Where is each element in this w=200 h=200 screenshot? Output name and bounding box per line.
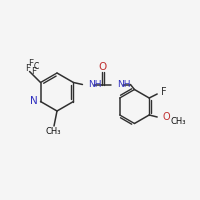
Text: O: O xyxy=(98,62,107,72)
Text: F: F xyxy=(25,64,30,73)
Text: O: O xyxy=(162,112,170,122)
Text: CH₃: CH₃ xyxy=(170,117,186,127)
Text: F: F xyxy=(28,59,33,68)
Text: F: F xyxy=(161,87,167,97)
Text: F: F xyxy=(31,67,36,76)
Text: NH: NH xyxy=(88,80,102,89)
Text: CH₃: CH₃ xyxy=(45,128,61,136)
Text: NH: NH xyxy=(117,80,131,89)
Text: C: C xyxy=(34,62,39,71)
Text: N: N xyxy=(30,97,38,106)
